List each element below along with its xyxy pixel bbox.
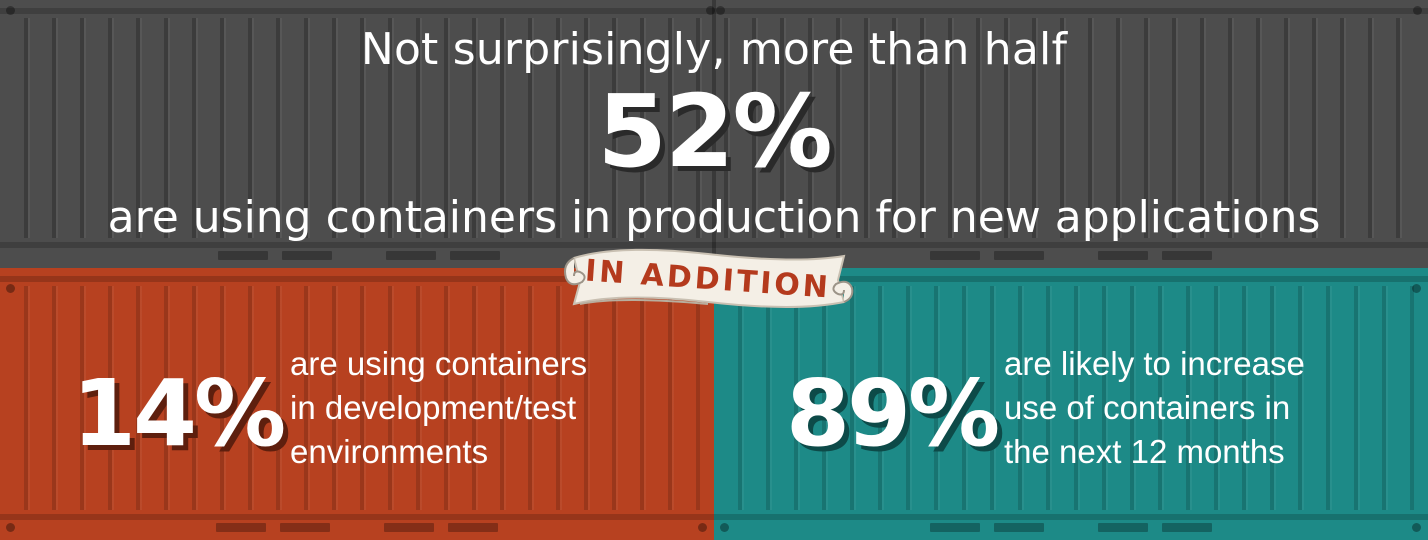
rivet bbox=[1412, 284, 1421, 293]
rivet bbox=[6, 284, 15, 293]
right-stat: 89% bbox=[786, 360, 1000, 467]
container-corrugation bbox=[728, 286, 1414, 510]
left-stat: 14% bbox=[72, 360, 286, 467]
container-corrugation bbox=[14, 286, 700, 510]
container-handles bbox=[930, 523, 1212, 532]
container-handles bbox=[218, 251, 500, 260]
ribbon-shape bbox=[564, 248, 854, 308]
in-addition-banner: IN ADDITION bbox=[560, 242, 856, 330]
container-frame-bottom bbox=[0, 242, 1428, 248]
rivet bbox=[6, 523, 15, 532]
container-handles bbox=[930, 251, 1212, 260]
container-corrugation bbox=[14, 18, 1414, 238]
rivet bbox=[1413, 6, 1422, 15]
right-description-line: are likely to increase bbox=[1004, 345, 1305, 382]
rivet bbox=[720, 523, 729, 532]
rivet bbox=[6, 6, 15, 15]
subline: are using containers in production for n… bbox=[107, 192, 1321, 243]
headline: Not surprisingly, more than half bbox=[360, 24, 1068, 75]
right-description-line: use of containers in bbox=[1004, 389, 1291, 426]
left-description-line: environments bbox=[290, 433, 489, 470]
right-description: are likely to increase use of containers… bbox=[1004, 342, 1404, 474]
container-frame-bottom bbox=[0, 514, 714, 520]
left-container-panel bbox=[0, 268, 714, 540]
rivet bbox=[1412, 523, 1421, 532]
rivet bbox=[698, 523, 707, 532]
rivet bbox=[716, 6, 725, 15]
left-description-line: in development/test bbox=[290, 389, 577, 426]
container-frame-top bbox=[0, 8, 1428, 14]
headline-stat: 52% bbox=[597, 73, 832, 190]
right-container-panel bbox=[714, 268, 1428, 540]
container-frame-bottom bbox=[714, 514, 1428, 520]
left-description-line: are using containers bbox=[290, 345, 588, 382]
rivet bbox=[706, 6, 715, 15]
container-seam bbox=[712, 0, 716, 268]
container-frame-top bbox=[0, 276, 714, 282]
container-handles bbox=[216, 523, 498, 532]
left-description: are using containers in development/test… bbox=[290, 342, 690, 474]
top-container-panel bbox=[0, 0, 1428, 268]
right-description-line: the next 12 months bbox=[1004, 433, 1285, 470]
container-frame-top bbox=[714, 276, 1428, 282]
